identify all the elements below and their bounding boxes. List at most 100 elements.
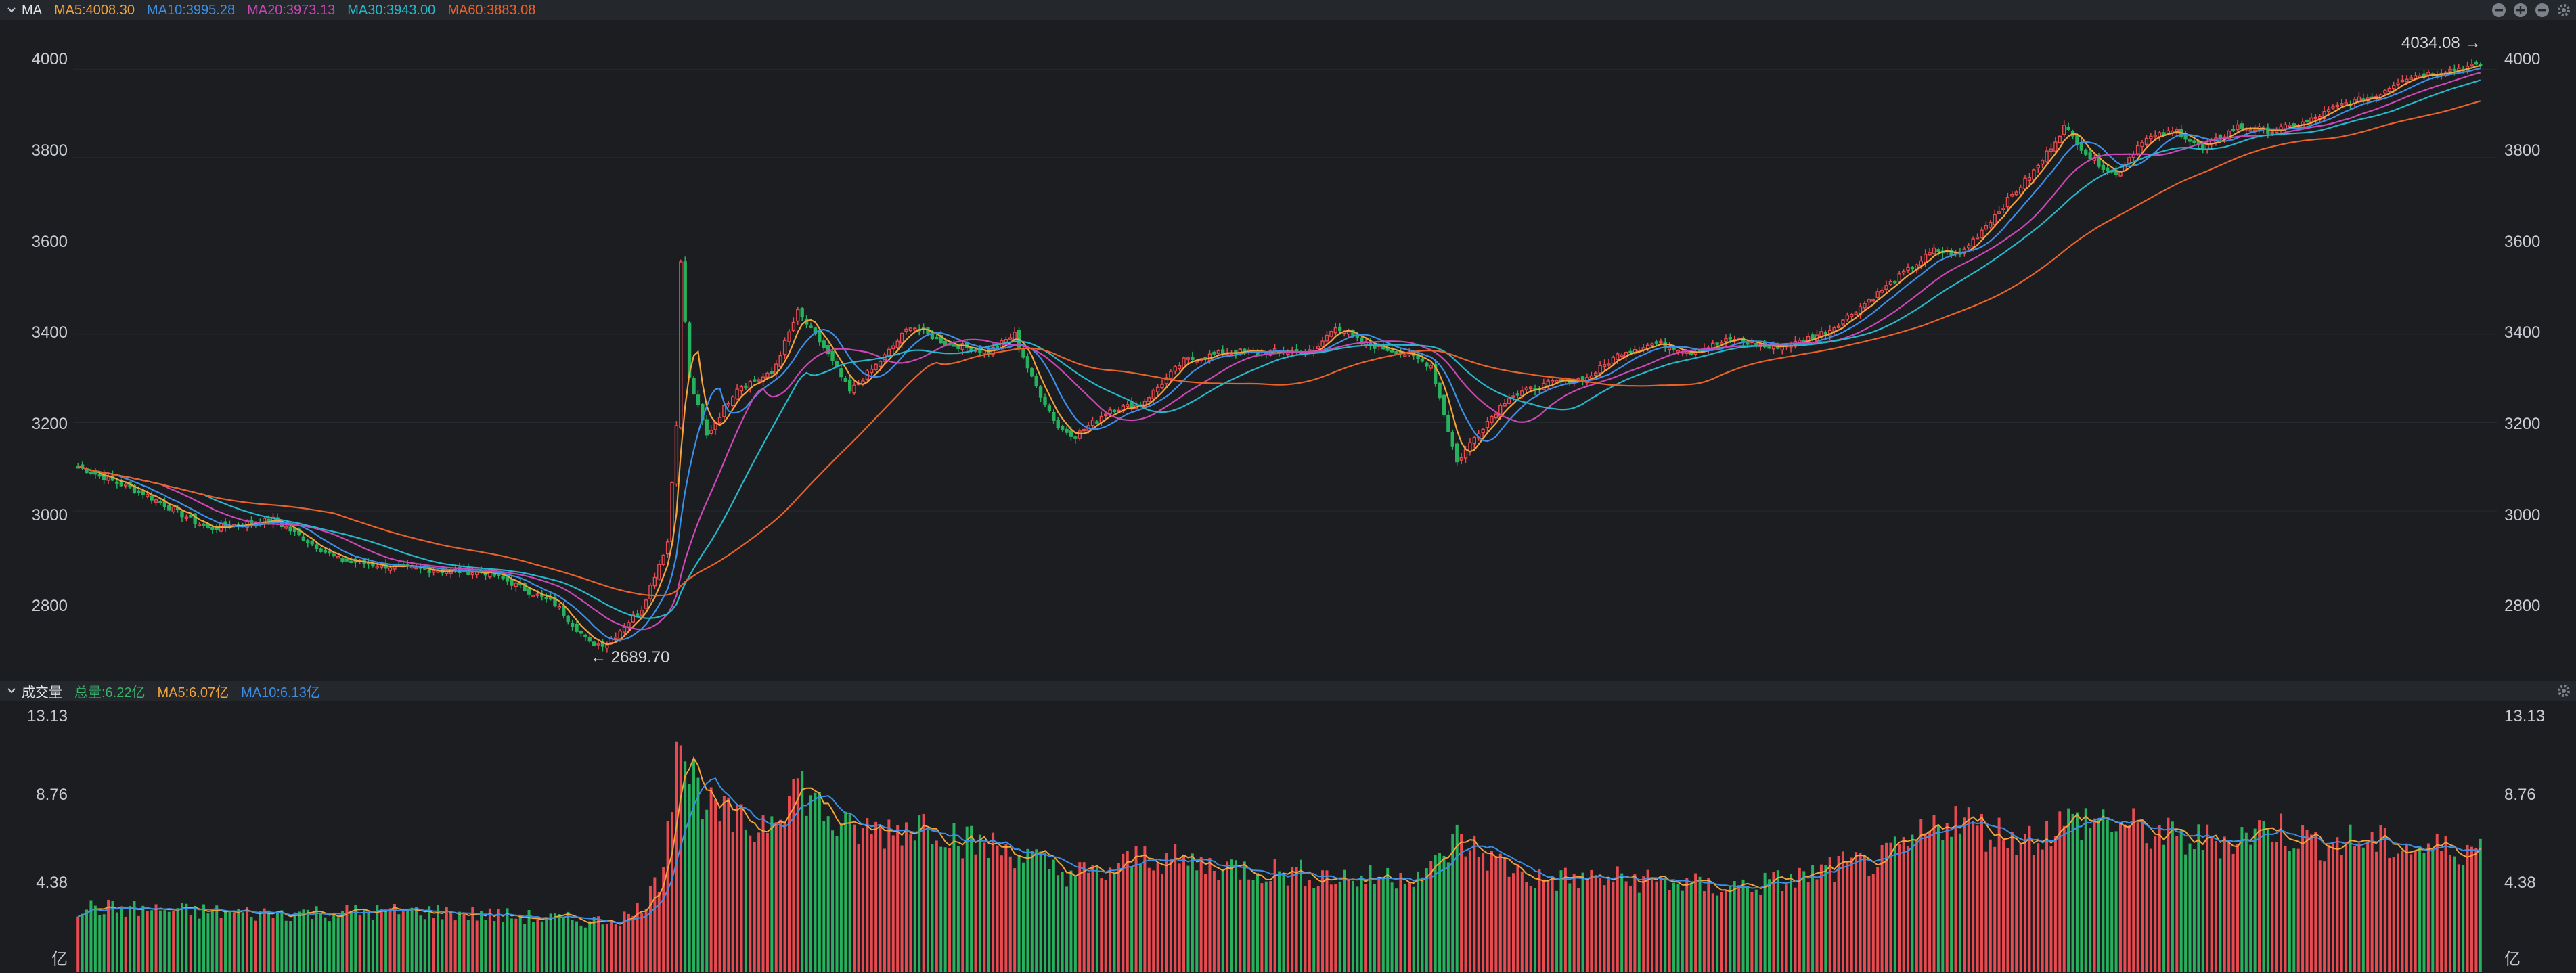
candle bbox=[2344, 99, 2348, 105]
volume-bar bbox=[2179, 828, 2183, 972]
volume-bar bbox=[1794, 887, 1797, 972]
volume-bar bbox=[1815, 879, 1819, 972]
candle bbox=[579, 630, 583, 637]
volume-bar bbox=[1429, 861, 1433, 972]
volume-bar bbox=[1867, 876, 1871, 972]
candlestick-chart[interactable] bbox=[0, 20, 2576, 680]
candle-body bbox=[115, 481, 119, 484]
volume-bar bbox=[1239, 879, 1242, 972]
volume-bar bbox=[765, 832, 769, 972]
candle-body bbox=[414, 566, 418, 570]
candle-body bbox=[618, 630, 622, 639]
volume-bar bbox=[2275, 842, 2278, 972]
volume-bar bbox=[1637, 892, 1641, 972]
candle bbox=[2383, 89, 2387, 95]
candle bbox=[2066, 122, 2070, 131]
candle bbox=[1875, 287, 1880, 302]
volume-bar bbox=[2127, 825, 2131, 972]
minus-circle-icon[interactable] bbox=[2491, 2, 2507, 18]
candle-body bbox=[1811, 334, 1815, 340]
volume-bars bbox=[76, 741, 2482, 972]
candle-body bbox=[375, 566, 379, 568]
candle bbox=[2236, 120, 2240, 132]
candle bbox=[2058, 135, 2062, 144]
volume-bar bbox=[2405, 844, 2408, 972]
min-price-label: ← 2689.70 bbox=[590, 648, 669, 667]
volume-bar bbox=[1763, 872, 1767, 972]
candle-body bbox=[1191, 356, 1195, 360]
candle-body bbox=[809, 325, 813, 328]
volume-bar bbox=[1329, 884, 1333, 972]
volume-bar bbox=[597, 916, 600, 972]
candle bbox=[1034, 373, 1038, 388]
candle bbox=[674, 421, 679, 486]
ma60-line bbox=[78, 100, 2481, 597]
candle bbox=[696, 390, 701, 408]
chevron-down-icon[interactable] bbox=[7, 5, 16, 15]
volume-bar bbox=[2214, 841, 2217, 972]
y-tick-left: 2800 bbox=[31, 597, 68, 615]
gear-icon[interactable] bbox=[2556, 2, 2572, 18]
volume-bar bbox=[367, 912, 370, 972]
candle bbox=[1507, 393, 1511, 405]
candle bbox=[2426, 69, 2430, 79]
volume-bar bbox=[939, 846, 943, 972]
volume-bar bbox=[1364, 884, 1368, 972]
volume-bar bbox=[2136, 822, 2139, 972]
volume-bar bbox=[2236, 844, 2239, 972]
candle-body bbox=[705, 419, 709, 436]
candle-body bbox=[1459, 457, 1463, 461]
volume-bar bbox=[1390, 882, 1394, 972]
volume-bar bbox=[1507, 876, 1511, 972]
plus-circle-icon[interactable] bbox=[2512, 2, 2529, 18]
volume-bar bbox=[1859, 853, 1862, 972]
volume-bar bbox=[1039, 851, 1042, 972]
candle bbox=[2331, 103, 2335, 110]
volume-bar bbox=[384, 909, 388, 972]
volume-bar bbox=[931, 844, 934, 972]
volume-chart[interactable] bbox=[0, 701, 2576, 973]
gear-icon[interactable] bbox=[2556, 683, 2572, 699]
candle-body bbox=[1620, 354, 1624, 357]
volume-bar bbox=[1208, 857, 1212, 972]
candle bbox=[631, 610, 636, 624]
candle-body bbox=[1420, 358, 1425, 362]
volume-bar bbox=[224, 910, 227, 972]
candle bbox=[180, 509, 184, 522]
minus-circle-icon[interactable] bbox=[2534, 2, 2550, 18]
volume-bar bbox=[605, 924, 608, 972]
candle bbox=[2101, 162, 2106, 173]
candle-body bbox=[158, 501, 162, 503]
candle bbox=[731, 395, 735, 407]
candle bbox=[1867, 298, 1871, 307]
candle-body bbox=[878, 361, 883, 367]
chevron-down-icon[interactable] bbox=[7, 686, 16, 696]
candle bbox=[523, 582, 527, 592]
volume-bar bbox=[2309, 834, 2313, 972]
candle-body bbox=[2153, 135, 2157, 137]
candle bbox=[2171, 126, 2175, 137]
volume-bar bbox=[1451, 834, 1454, 972]
candle-body bbox=[1980, 229, 1984, 238]
volume-bar bbox=[540, 921, 543, 972]
candle-body bbox=[202, 523, 206, 526]
candle bbox=[848, 376, 852, 394]
candle-body bbox=[1602, 364, 1607, 367]
candle bbox=[189, 514, 193, 518]
candle-body bbox=[2344, 102, 2348, 105]
candle bbox=[2097, 152, 2101, 169]
candle-body bbox=[189, 515, 193, 518]
volume-bar bbox=[302, 909, 305, 972]
candle-body bbox=[1888, 281, 1893, 285]
volume-bar bbox=[987, 857, 990, 972]
candle bbox=[1793, 336, 1798, 349]
volume-bar bbox=[1386, 867, 1390, 972]
candle bbox=[705, 415, 709, 439]
volume-bar bbox=[1468, 850, 1471, 972]
volume-bar bbox=[1130, 867, 1134, 972]
arrow-right-icon: → bbox=[2460, 34, 2481, 52]
candle-body bbox=[514, 583, 518, 587]
volume-bar bbox=[913, 840, 916, 972]
volume-bar bbox=[1880, 844, 1884, 972]
candle bbox=[1845, 312, 1850, 322]
